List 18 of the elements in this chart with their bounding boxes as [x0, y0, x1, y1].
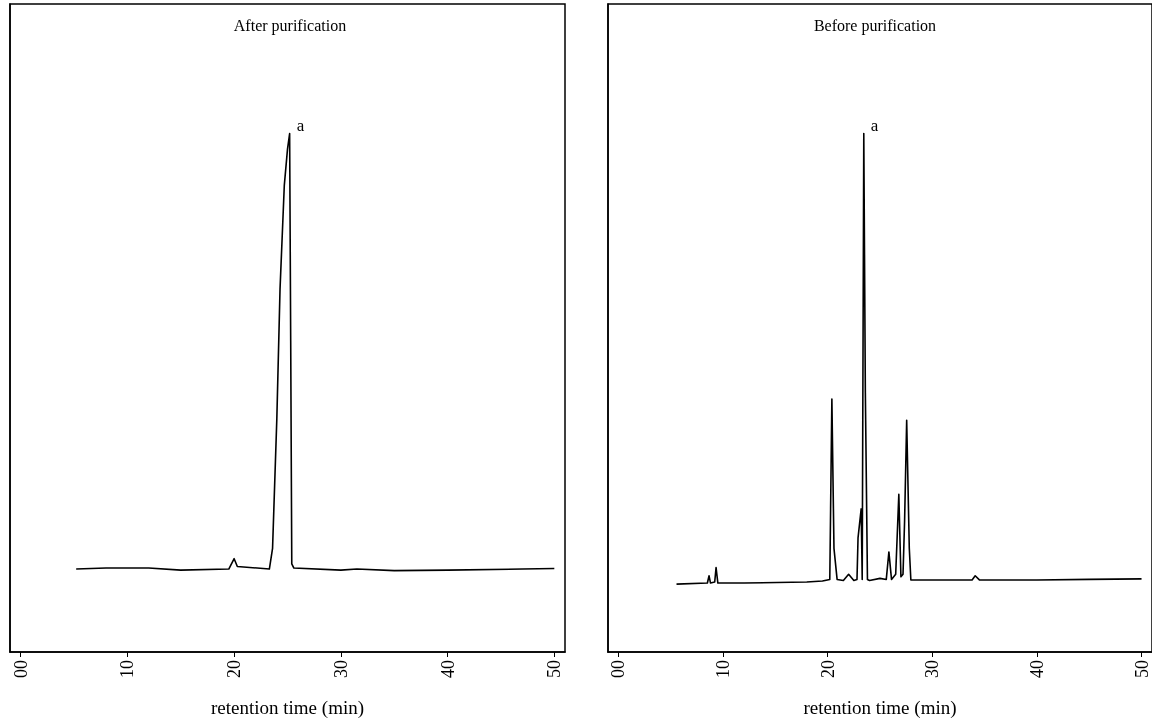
annotation: a: [296, 116, 305, 136]
x-axis-title: retention time (min): [803, 697, 957, 719]
x-axis-title: retention time (min): [210, 697, 365, 719]
x-tick-label: 10: [713, 660, 734, 678]
chart-title: Before purification: [813, 16, 937, 35]
chart-title: After purification: [233, 16, 347, 35]
x-tick-label: 20: [224, 660, 245, 678]
x-tick-label: 20: [817, 660, 838, 678]
x-tick-label: 40: [1026, 660, 1047, 678]
x-tick-label: 30: [330, 660, 351, 678]
x-tick-label: 50: [1131, 660, 1152, 678]
x-tick-label: 50: [544, 660, 565, 678]
x-tick-label: 00: [608, 660, 629, 678]
x-tick-label: 10: [117, 660, 138, 678]
annotation: a: [870, 116, 879, 136]
x-tick-label: 40: [437, 660, 458, 678]
x-tick-label: 30: [922, 660, 943, 678]
x-tick-label: 00: [10, 660, 31, 678]
